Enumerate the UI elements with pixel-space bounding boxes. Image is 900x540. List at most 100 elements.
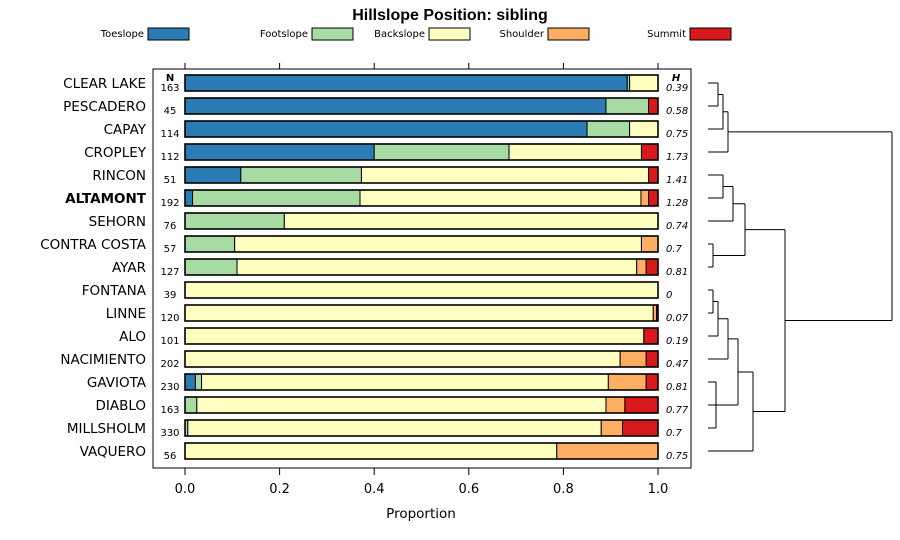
legend-label: Backslope	[374, 29, 425, 40]
n-value: 330	[160, 428, 179, 439]
bar-row: ALO 101 0.19	[119, 327, 688, 347]
h-value: 0	[666, 290, 672, 301]
bar-segment-backslope	[360, 166, 650, 184]
bar-row: SEHORN 76 0.74	[89, 212, 688, 232]
h-value: 0.75	[666, 451, 688, 462]
n-value: 51	[164, 175, 177, 186]
h-value: 0.81	[666, 267, 688, 278]
n-value: 230	[160, 382, 179, 393]
bar-segment-summit	[640, 143, 659, 161]
bar-segment-backslope	[201, 373, 609, 391]
h-value: 1.73	[666, 152, 688, 163]
h-value: 0.19	[666, 336, 688, 347]
bar-outline	[184, 350, 659, 368]
n-column-header: N	[166, 73, 174, 84]
bar-segment-toeslope	[184, 143, 375, 161]
bar-row: GAVIOTA 230 0.81	[87, 373, 688, 393]
x-tick-label: 0.8	[553, 482, 574, 497]
bar-segment-backslope	[184, 350, 621, 368]
bar-segment-summit	[622, 419, 659, 437]
legend-swatch	[547, 27, 590, 41]
bar-segment-backslope	[234, 235, 642, 253]
h-value: 0.07	[666, 313, 689, 324]
dendrogram	[708, 82, 893, 452]
legend-swatch	[147, 27, 190, 41]
bar-row: CLEAR LAKE 163 0.39	[63, 74, 688, 94]
bar-segment-backslope	[187, 419, 602, 437]
bar-segment-backslope	[184, 327, 645, 345]
row-label: DIABLO	[95, 398, 146, 414]
x-axis: 0.0 0.2 0.4 0.6 0.8 1.0	[175, 63, 668, 497]
bar-segment-toeslope	[184, 120, 588, 138]
bar-outline	[184, 304, 659, 322]
legend-label: Summit	[647, 29, 686, 40]
bar-segment-shoulder	[619, 350, 647, 368]
h-value: 1.28	[666, 198, 688, 209]
bar-segment-backslope	[359, 189, 642, 207]
row-label: CLEAR LAKE	[63, 76, 146, 92]
bar-segment-shoulder	[600, 419, 624, 437]
bar-segment-summit	[643, 327, 659, 345]
bar-outline	[184, 442, 659, 460]
x-axis-title: Proportion	[386, 506, 456, 522]
row-label: CROPLEY	[84, 145, 147, 161]
row-label: CONTRA COSTA	[40, 237, 147, 253]
bar-row: CROPLEY 112 1.73	[84, 143, 688, 163]
bar-outline	[184, 189, 659, 207]
bar-segment-footslope	[586, 120, 631, 138]
row-label: MILLSHOLM	[67, 421, 146, 437]
dendrogram-branch	[708, 82, 893, 452]
x-tick-label: 0.2	[269, 482, 290, 497]
bar-segment-summit	[648, 189, 659, 207]
h-column-header: H	[672, 73, 681, 84]
bar-segment-toeslope	[184, 166, 242, 184]
legend-label: Shoulder	[499, 29, 544, 40]
bar-segment-summit	[645, 258, 659, 276]
row-label: AYAR	[112, 260, 146, 276]
bar-row: RINCON 51 1.41	[92, 166, 688, 186]
h-value: 0.58	[666, 106, 688, 117]
bar-outline	[184, 258, 659, 276]
bar-outline	[184, 143, 659, 161]
bar-outline	[184, 419, 659, 437]
bar-row: FONTANA 39 0	[82, 281, 672, 301]
row-label: RINCON	[92, 168, 146, 184]
bar-segment-shoulder	[636, 258, 647, 276]
h-value: 0.39	[666, 83, 688, 94]
bar-segment-summit	[624, 396, 659, 414]
bar-segment-footslope	[605, 97, 650, 115]
h-value: 0.75	[666, 129, 688, 140]
row-label: ALTAMONT	[65, 191, 147, 207]
bar-row: CONTRA COSTA 57 0.7	[40, 235, 683, 255]
bar-segment-shoulder	[640, 189, 650, 207]
bar-segment-backslope	[629, 120, 659, 138]
bar-segment-footslope	[184, 212, 285, 230]
bar-outline	[184, 373, 659, 391]
bar-row: MILLSHOLM 330 0.7	[67, 419, 683, 439]
bar-outline	[184, 281, 659, 299]
bar-segment-backslope	[196, 396, 607, 414]
bar-segment-toeslope	[184, 189, 194, 207]
bar-segment-backslope	[283, 212, 659, 230]
bar-segment-footslope	[240, 166, 362, 184]
n-value: 192	[160, 198, 179, 209]
n-value: 56	[164, 451, 177, 462]
bar-segment-toeslope	[184, 373, 196, 391]
bar-row: VAQUERO 56 0.75	[80, 442, 688, 462]
row-label: PESCADERO	[63, 99, 146, 115]
bar-segment-footslope	[192, 189, 361, 207]
legend: Toeslope Footslope Backslope Shoulder Summit	[100, 27, 732, 41]
bar-segment-toeslope	[184, 97, 607, 115]
h-value: 0.7	[666, 244, 683, 255]
n-value: 112	[160, 152, 179, 163]
row-label: FONTANA	[82, 283, 147, 299]
legend-label: Footslope	[260, 29, 308, 40]
h-value: 0.47	[666, 359, 689, 370]
bar-row: AYAR 127 0.81	[112, 258, 688, 278]
bar-outline	[184, 97, 659, 115]
bar-segment-toeslope	[184, 74, 628, 92]
bar-outline	[184, 396, 659, 414]
bar-segment-shoulder	[607, 373, 647, 391]
bar-segment-summit	[645, 350, 659, 368]
